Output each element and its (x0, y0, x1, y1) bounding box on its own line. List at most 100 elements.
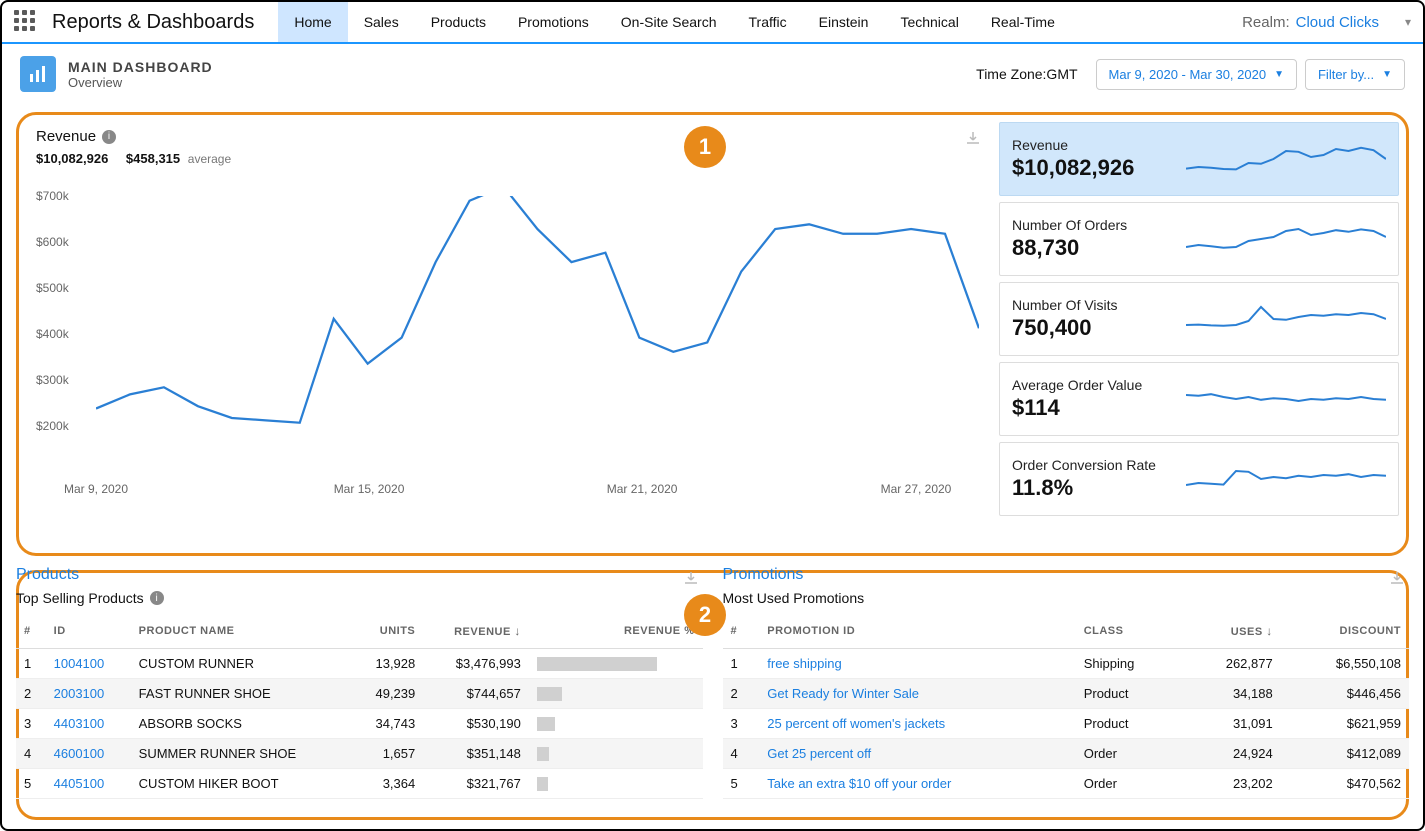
table-row: 3 25 percent off women's jackets Product… (723, 709, 1410, 739)
cell-units: 3,364 (352, 769, 423, 799)
cell-num: 5 (723, 769, 760, 799)
content-area: 1 Revenue i $10,082,926 $458,315 average… (2, 108, 1423, 799)
promotions-subheading: Most Used Promotions (723, 590, 1410, 606)
table-header[interactable]: PRODUCT NAME (131, 614, 352, 649)
cell-num: 2 (16, 679, 46, 709)
tab-real-time[interactable]: Real-Time (975, 2, 1071, 42)
table-header[interactable]: # (723, 614, 760, 649)
table-header[interactable]: CLASS (1076, 614, 1181, 649)
table-header[interactable]: USES ↓ (1181, 614, 1281, 649)
cell-num: 2 (723, 679, 760, 709)
realm-value[interactable]: Cloud Clicks ▾ (1296, 14, 1411, 31)
table-row: 2 2003100 FAST RUNNER SHOE 49,239 $744,6… (16, 679, 703, 709)
tab-products[interactable]: Products (415, 2, 502, 42)
cell-bar (529, 649, 703, 679)
cell-revenue: $744,657 (423, 679, 529, 709)
cell-uses: 262,877 (1181, 649, 1281, 679)
chart-average-label: average (188, 152, 231, 166)
table-header[interactable]: PROMOTION ID (759, 614, 1075, 649)
kpi-label: Average Order Value (1012, 377, 1186, 393)
tab-einstein[interactable]: Einstein (803, 2, 885, 42)
table-row: 5 4405100 CUSTOM HIKER BOOT 3,364 $321,7… (16, 769, 703, 799)
realm-value-text: Cloud Clicks (1296, 14, 1379, 31)
table-header[interactable]: DISCOUNT (1281, 614, 1409, 649)
table-row: 4 4600100 SUMMER RUNNER SHOE 1,657 $351,… (16, 739, 703, 769)
cell-id[interactable]: 4405100 (46, 769, 131, 799)
cell-name: ABSORB SOCKS (131, 709, 352, 739)
cell-discount: $621,959 (1281, 709, 1409, 739)
kpi-card-order-conversion-rate[interactable]: Order Conversion Rate11.8% (999, 442, 1399, 516)
table-header[interactable]: REVENUE ↓ (423, 614, 529, 649)
page-title: MAIN DASHBOARD (68, 59, 213, 75)
cell-revenue: $351,148 (423, 739, 529, 769)
tab-technical[interactable]: Technical (884, 2, 974, 42)
table-header[interactable]: ID (46, 614, 131, 649)
cell-uses: 34,188 (1181, 679, 1281, 709)
sparkline (1186, 379, 1386, 419)
lower-panels: Products Top Selling Products i #IDPRODU… (16, 566, 1409, 799)
cell-id[interactable]: Take an extra $10 off your order (759, 769, 1075, 799)
cell-id[interactable]: 1004100 (46, 649, 131, 679)
page-subtitle: Overview (68, 75, 213, 90)
y-axis-label: $400k (36, 327, 69, 341)
revenue-chart-column: Revenue i $10,082,926 $458,315 average $… (16, 108, 999, 548)
cell-units: 13,928 (352, 649, 423, 679)
y-axis-label: $300k (36, 373, 69, 387)
info-icon[interactable]: i (150, 591, 164, 605)
cell-id[interactable]: 25 percent off women's jackets (759, 709, 1075, 739)
kpi-card-number-of-orders[interactable]: Number Of Orders88,730 (999, 202, 1399, 276)
tab-sales[interactable]: Sales (348, 2, 415, 42)
filter-button[interactable]: Filter by... ▼ (1305, 59, 1405, 90)
cell-revenue: $530,190 (423, 709, 529, 739)
cell-num: 3 (723, 709, 760, 739)
cell-id[interactable]: 2003100 (46, 679, 131, 709)
date-range-picker[interactable]: Mar 9, 2020 - Mar 30, 2020 ▼ (1096, 59, 1297, 90)
download-icon[interactable] (683, 570, 699, 591)
y-axis-label: $500k (36, 281, 69, 295)
tab-home[interactable]: Home (278, 2, 347, 42)
x-axis-label: Mar 9, 2020 (64, 482, 128, 496)
chart-stats: $10,082,926 $458,315 average (36, 151, 989, 166)
revenue-panel: Revenue i $10,082,926 $458,315 average $… (16, 108, 1409, 548)
products-heading[interactable]: Products (16, 566, 703, 584)
tab-on-site-search[interactable]: On-Site Search (605, 2, 733, 42)
cell-discount: $6,550,108 (1281, 649, 1409, 679)
kpi-value: 750,400 (1012, 315, 1186, 341)
cell-num: 4 (16, 739, 46, 769)
cell-discount: $412,089 (1281, 739, 1409, 769)
x-axis-label: Mar 15, 2020 (334, 482, 405, 496)
download-icon[interactable] (1389, 570, 1405, 591)
kpi-card-number-of-visits[interactable]: Number Of Visits 750,400 (999, 282, 1399, 356)
cell-id[interactable]: Get Ready for Winter Sale (759, 679, 1075, 709)
sparkline (1186, 219, 1386, 259)
info-icon[interactable]: i (102, 130, 116, 144)
cell-name: CUSTOM HIKER BOOT (131, 769, 352, 799)
cell-uses: 24,924 (1181, 739, 1281, 769)
cell-id[interactable]: 4600100 (46, 739, 131, 769)
tab-traffic[interactable]: Traffic (733, 2, 803, 42)
table-row: 5 Take an extra $10 off your order Order… (723, 769, 1410, 799)
kpi-label: Number Of Visits (1012, 297, 1186, 313)
kpi-card-average-order-value[interactable]: Average Order Value$114 (999, 362, 1399, 436)
kpi-card-revenue[interactable]: Revenue$10,082,926 (999, 122, 1399, 196)
download-icon[interactable] (965, 130, 981, 151)
cell-class: Product (1076, 709, 1181, 739)
cell-num: 1 (16, 649, 46, 679)
tab-promotions[interactable]: Promotions (502, 2, 605, 42)
cell-num: 4 (723, 739, 760, 769)
table-header[interactable]: UNITS (352, 614, 423, 649)
cell-id[interactable]: Get 25 percent off (759, 739, 1075, 769)
cell-revenue: $3,476,993 (423, 649, 529, 679)
cell-id[interactable]: 4403100 (46, 709, 131, 739)
table-row: 1 free shipping Shipping 262,877 $6,550,… (723, 649, 1410, 679)
app-launcher-icon[interactable] (14, 10, 38, 34)
products-table: #IDPRODUCT NAMEUNITSREVENUE ↓REVENUE %1 … (16, 614, 703, 799)
cell-units: 1,657 (352, 739, 423, 769)
table-header[interactable]: REVENUE % (529, 614, 703, 649)
promotions-heading[interactable]: Promotions (723, 566, 1410, 584)
cell-name: FAST RUNNER SHOE (131, 679, 352, 709)
cell-id[interactable]: free shipping (759, 649, 1075, 679)
filter-text: Filter by... (1318, 67, 1374, 82)
products-subheading-text: Top Selling Products (16, 590, 144, 606)
table-header[interactable]: # (16, 614, 46, 649)
